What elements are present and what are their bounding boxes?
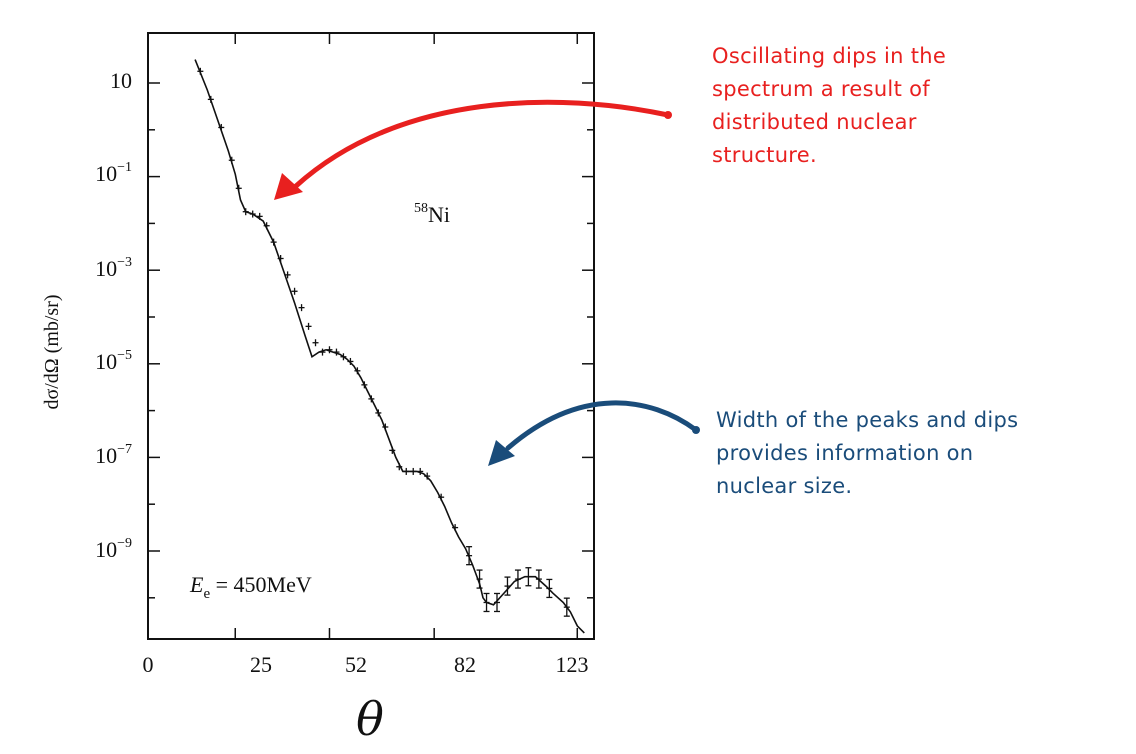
data-point [452,524,459,532]
nucleus-label: 58Ni [414,201,450,227]
data-point [389,446,396,454]
red-annotation-text: Oscillating dips in the spectrum a resul… [712,40,1042,172]
data-points [197,67,570,617]
blue-arrow-head [488,440,515,466]
data-point [228,156,235,164]
x-tick-label-2: 52 [345,652,367,677]
data-point [256,212,263,220]
data-point [197,67,204,75]
blue-arrow-tail [692,426,700,434]
blue-annotation-line-2: provides information on [716,441,974,465]
data-point [375,409,382,417]
beam-energy-label: Ee = 450MeV [189,572,312,602]
data-point [535,569,542,589]
data-point [403,467,410,475]
red-arrow [293,99,671,189]
x-axis-title: θ [356,692,384,746]
data-point [396,463,403,471]
data-point [326,346,333,354]
data-point [284,271,291,279]
data-point [483,592,490,613]
red-annotation-line-3: distributed nuclear [712,110,917,134]
data-point [546,578,553,599]
fit-curve [194,59,585,634]
data-point [270,238,277,246]
blue-arrow [505,400,699,451]
data-point [242,208,249,216]
data-point [525,567,532,587]
data-point [466,546,473,566]
data-point [347,357,354,365]
red-annotation-line-1: Oscillating dips in the [712,44,947,68]
blue-annotation-text: Width of the peaks and dips provides inf… [716,404,1116,503]
data-point [319,348,326,356]
data-point [476,569,483,589]
data-point [514,569,521,589]
data-point [563,597,570,617]
blue-annotation-line-1: Width of the peaks and dips [716,408,1019,432]
x-tick-label-0: 0 [143,652,154,677]
plot-frame [147,32,595,640]
data-point [340,353,347,361]
data-point [354,367,361,375]
data-point [333,348,340,356]
data-point [305,322,312,330]
axis-ticks [148,33,594,639]
data-point [235,184,242,192]
data-point [218,123,225,131]
red-arrow-head [274,173,303,200]
data-point [494,592,500,613]
data-point [361,381,368,389]
y-tick-label-5: 10−9 [95,536,132,562]
data-point [410,467,417,475]
data-point [438,493,445,501]
blue-annotation-line-3: nuclear size. [716,474,853,498]
data-point [504,576,511,596]
x-tick-label-1: 25 [250,652,272,677]
data-point [417,467,424,475]
data-point [382,423,389,431]
data-point [368,395,375,403]
red-annotation-line-2: spectrum a result of [712,77,930,101]
y-axis-title: dσ/dΩ (mb/sr) [41,294,63,409]
y-tick-label-0: 10 [110,68,132,93]
data-point [291,287,298,295]
data-point [277,255,284,262]
data-point [298,304,305,312]
red-annotation-line-4: structure. [712,143,817,167]
y-tick-label-1: 10−1 [95,160,132,186]
x-tick-label-3: 82 [454,652,476,677]
data-point [249,210,256,218]
data-point [424,472,431,480]
data-point [207,95,214,103]
y-tick-label-4: 10−7 [95,442,132,468]
y-tick-label-2: 10−3 [95,255,132,281]
red-arrow-tail [664,111,672,119]
x-tick-label-4: 123 [556,652,589,677]
data-point [263,222,270,230]
data-point [312,339,319,347]
y-tick-label-3: 10−5 [95,348,132,374]
